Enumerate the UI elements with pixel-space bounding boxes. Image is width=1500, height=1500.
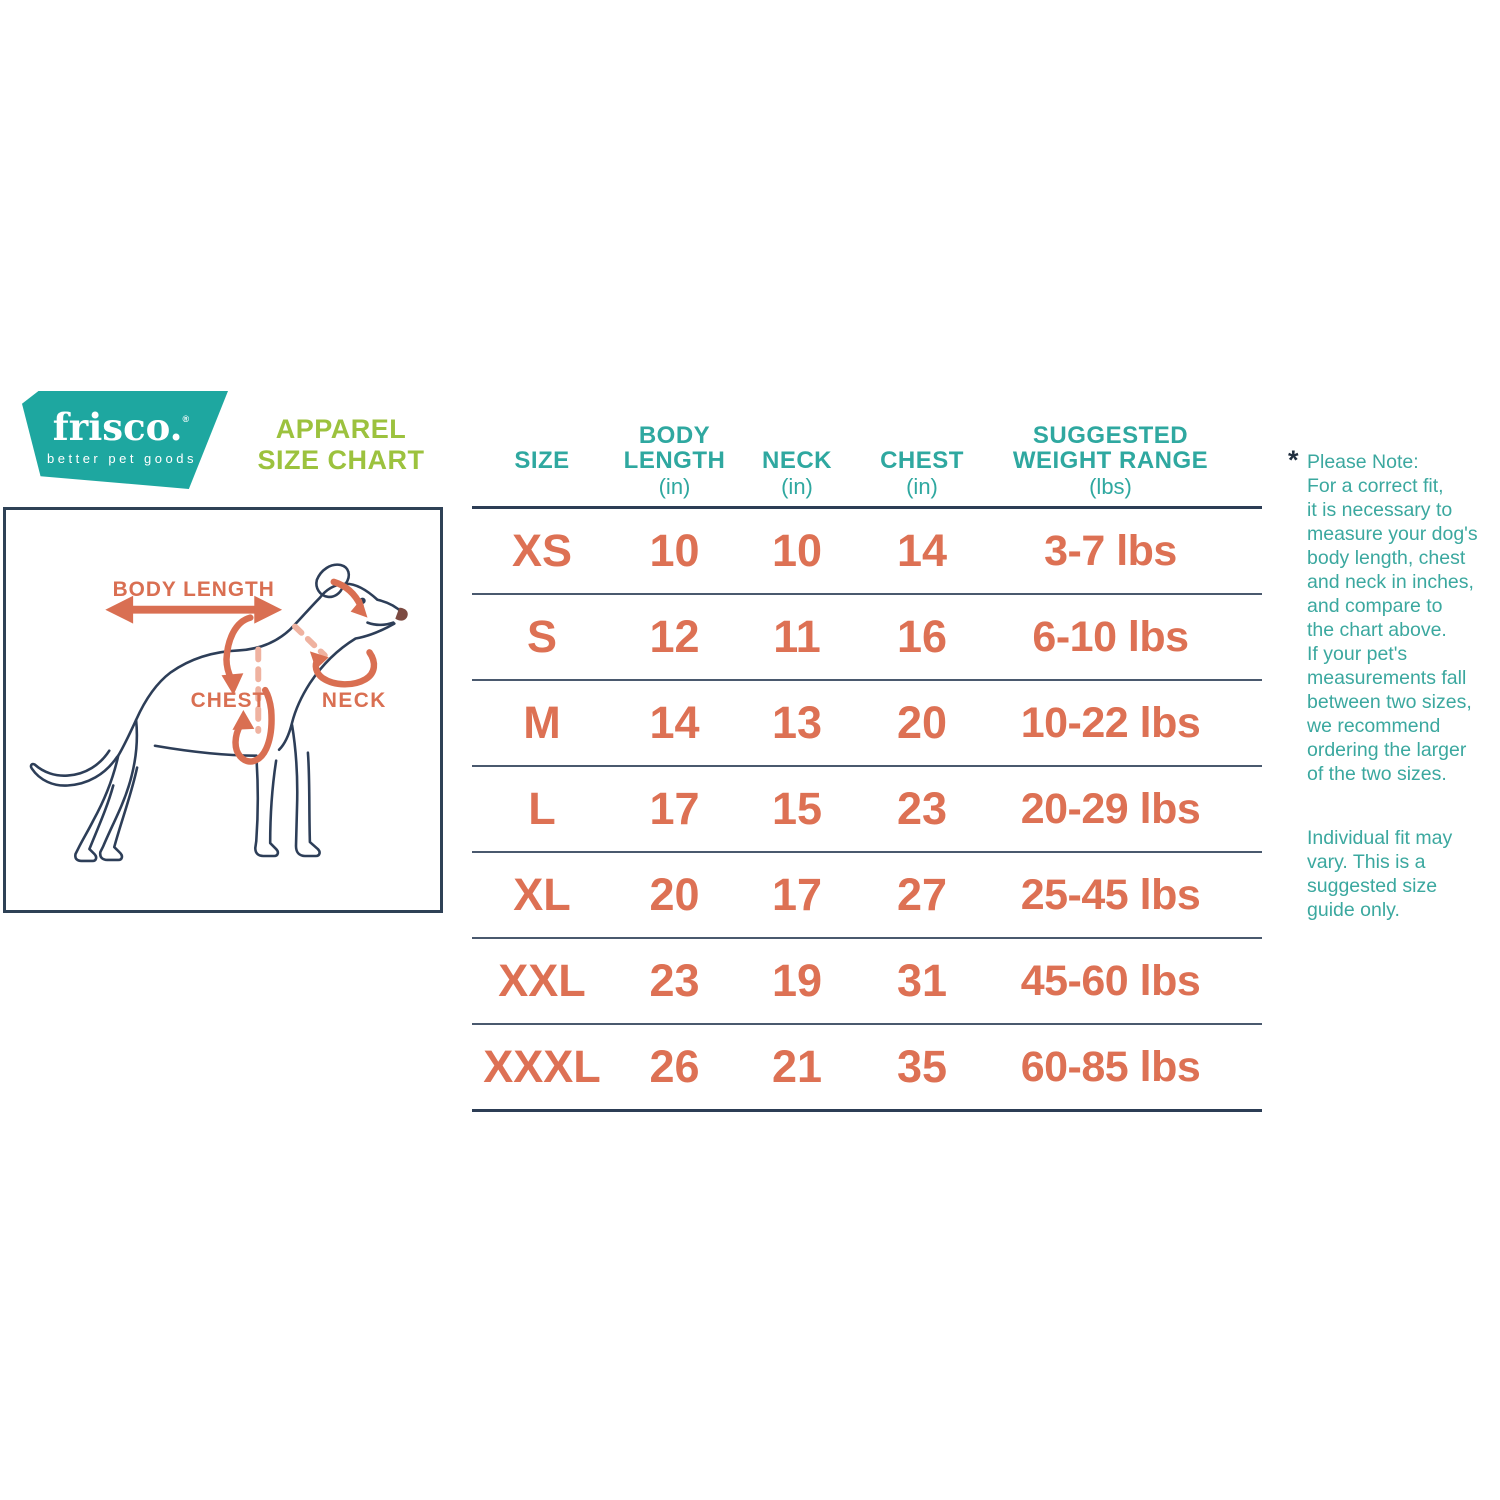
size-cell: S [526,611,557,662]
weight-cell: 25-45 lbs [1020,870,1201,919]
size-cell: XXL [498,955,586,1006]
neck-cell: 10 [771,525,823,576]
weight-cell: 6-10 lbs [1032,612,1189,661]
dog-illustration: BODY LENGTH CHEST NECK [29,563,408,863]
size-chart-table: SIZE BODY LENGTH (in) NECK (in) CHEST (in) … [472,404,1262,1112]
dog-outline [29,563,404,863]
neck-cell: 17 [771,869,823,920]
neck-label: NECK [322,689,387,712]
brand-name: frisco.® [52,404,190,449]
table-row-xxl: XXL 23 19 31 45-60 lbs [472,937,1262,1023]
dog-measurement-diagram: BODY LENGTH CHEST NECK [3,507,443,913]
weight-cell: 60-85 lbs [1020,1042,1201,1091]
dog-nose [395,607,408,621]
weight-cell: 20-29 lbs [1020,784,1201,833]
note-secondary-text: Individual fit may vary. This is a sugge… [1307,827,1453,921]
neck-cell: 19 [771,955,823,1006]
column-header-body-length: BODY LENGTH (in) [623,421,726,499]
table-row-xs: XS 10 10 14 3-7 lbs [472,509,1262,593]
size-cell: XL [513,869,571,920]
note-asterisk: * [1288,445,1299,475]
table-row-l: L 17 15 23 20-29 lbs [472,765,1262,851]
neck-cell: 13 [771,697,823,748]
note-text: Please Note: For a correct fit, it is ne… [1307,451,1478,785]
chest-cell: 31 [896,955,948,1006]
chest-cell: 27 [896,869,948,920]
chest-cell: 35 [896,1041,948,1092]
table-row-xl: XL 20 17 27 25-45 lbs [472,851,1262,937]
body-length-cell: 20 [649,869,700,920]
neck-cell: 15 [771,783,823,834]
column-header-size: SIZE [514,446,570,474]
body-length-cell: 10 [649,525,700,576]
size-cell: M [523,697,561,748]
chest-cell: 20 [896,697,948,748]
table-row-xxxl: XXXL 26 21 35 60-85 lbs [472,1023,1262,1109]
body-length-cell: 26 [649,1041,700,1092]
size-cell: XXXL [483,1041,601,1092]
body-length-cell: 12 [649,611,700,662]
neck-cell: 11 [773,611,821,662]
table-row-m: M 14 13 20 10-22 lbs [472,679,1262,765]
column-header-chest: CHEST (in) [880,446,964,499]
table-header-row: SIZE BODY LENGTH (in) NECK (in) CHEST (in) … [472,404,1262,504]
chest-cell: 14 [896,525,948,576]
body-length-cell: 17 [649,783,700,834]
chest-cell: 23 [896,783,948,834]
frisco-logo: frisco.® better pet goods [22,391,228,489]
weight-cell: 3-7 lbs [1044,526,1177,575]
body-length-cell: 23 [649,955,700,1006]
brand-tagline: better pet goods [47,450,197,466]
please-note: * Please Note: For a correct fit, it is … [1288,447,1500,922]
page-title: APPAREL SIZE CHART [257,414,425,476]
weight-cell: 45-60 lbs [1020,956,1201,1005]
table-row-s: S 12 11 16 6-10 lbs [472,593,1262,679]
neck-cell: 21 [771,1041,823,1092]
chest-label: CHEST [191,689,267,712]
size-cell: L [528,783,556,834]
body-length-label: BODY LENGTH [113,578,275,601]
weight-cell: 10-22 lbs [1020,698,1201,747]
registered-mark: ® [182,413,190,424]
column-header-weight-range: SUGGESTED WEIGHT RANGE (lbs) [1012,421,1209,499]
measurement-annotations: BODY LENGTH CHEST NECK [105,578,387,765]
body-length-cell: 14 [649,697,700,748]
dashed-measure-lines [255,623,328,734]
column-header-neck: NECK (in) [761,446,832,499]
table-body: XS 10 10 14 3-7 lbs S 12 11 16 6-10 lbs … [472,506,1262,1112]
chest-cell: 16 [896,611,948,662]
size-cell: XS [511,525,573,576]
